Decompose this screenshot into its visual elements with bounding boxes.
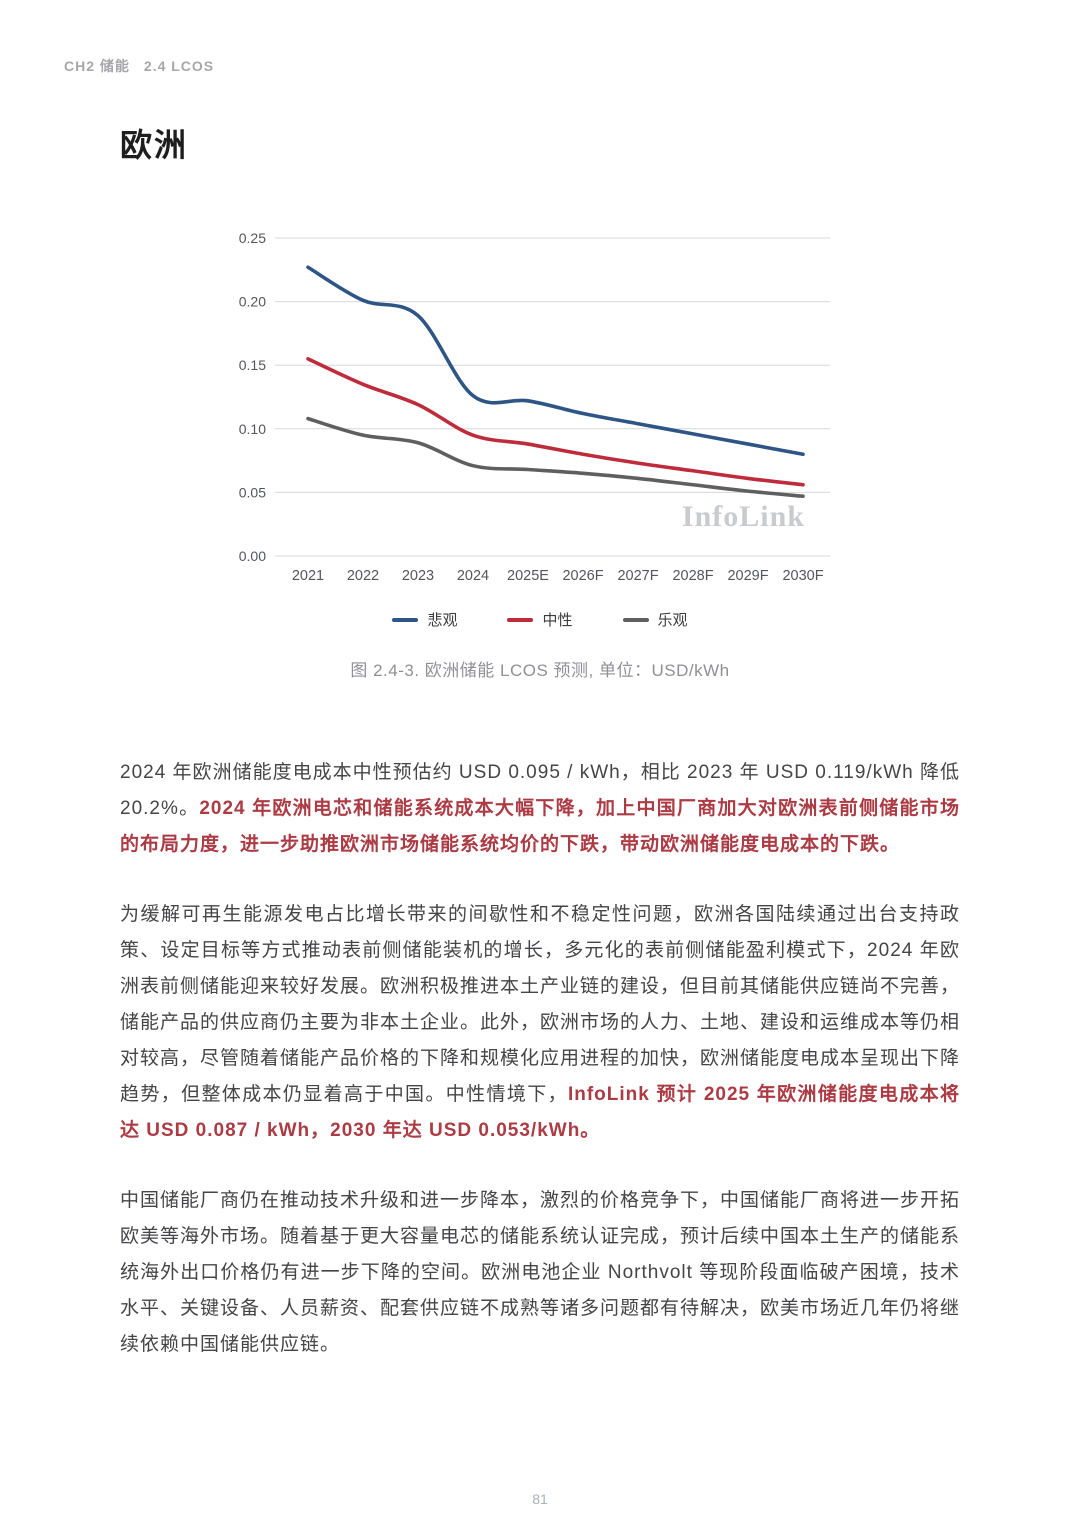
legend-swatch xyxy=(392,617,419,622)
legend-label: 乐观 xyxy=(657,612,688,629)
series-line-乐观 xyxy=(306,416,805,499)
page-number: 81 xyxy=(532,1491,548,1507)
x-tick-label: 2030F xyxy=(782,568,823,584)
lcos-figure: 0.25 0.20 0.15 0.10 0.05 0.00 2021 2022 2023 2024… xyxy=(230,226,850,681)
legend-swatch xyxy=(622,617,649,622)
y-tick-label: 0.05 xyxy=(239,484,266,500)
doc-header: CH2 储能 2.4 LCOS xyxy=(64,56,214,76)
y-tick-label: 0.20 xyxy=(239,294,266,310)
text-segment: 2024 年欧洲储能度电成本中性预估约 USD 0.095 / kWh，相比 2… xyxy=(120,762,960,819)
x-tick-label: 2023 xyxy=(402,568,434,584)
infolink-watermark: InfoLink xyxy=(682,500,805,533)
y-tick-label: 0.15 xyxy=(239,357,266,373)
x-tick-label: 2024 xyxy=(457,568,489,584)
section-label: 2.4 LCOS xyxy=(143,58,215,74)
x-tick-label: 2029F xyxy=(727,568,768,584)
chart-legend: 悲观 中性 乐观 xyxy=(230,609,850,630)
page-title: 欧洲 xyxy=(120,127,189,163)
chart-caption: 图 2.4-3. 欧洲储能 LCOS 预测, 单位：USD/kWh xyxy=(350,661,730,680)
x-tick-label: 2028F xyxy=(672,568,713,584)
legend-item-乐观: 乐观 xyxy=(622,609,688,630)
chapter-label: CH2 储能 xyxy=(64,58,130,74)
y-tick-label: 0.00 xyxy=(239,548,266,564)
x-tick-label: 2026F xyxy=(562,568,603,584)
text-segment: 中国储能厂商仍在推动技术升级和进一步降本，激烈的价格竞争下，中国储能厂商将进一步… xyxy=(120,1190,961,1355)
legend-label: 悲观 xyxy=(427,612,458,629)
paragraph: 中国储能厂商仍在推动技术升级和进一步降本，激烈的价格竞争下，中国储能厂商将进一步… xyxy=(120,1183,960,1363)
legend-item-中性: 中性 xyxy=(507,609,573,630)
x-tick-label: 2022 xyxy=(347,568,379,584)
legend-swatch xyxy=(507,617,534,622)
series-line-中性 xyxy=(306,357,805,487)
y-tick-label: 0.25 xyxy=(239,230,266,246)
body-paragraphs: 2024 年欧洲储能度电成本中性预估约 USD 0.095 / kWh，相比 2… xyxy=(120,755,960,1397)
legend-item-悲观: 悲观 xyxy=(392,609,457,630)
paragraph: 为缓解可再生能源发电占比增长带来的间歇性和不稳定性问题，欧洲各国陆续通过出台支持… xyxy=(120,897,960,1149)
legend-label: 中性 xyxy=(542,612,573,629)
emphasis-text-segment: 2024 年欧洲电芯和储能系统成本大幅下降，加上中国厂商加大对欧洲表前侧储能市场… xyxy=(120,798,960,855)
text-segment: 为缓解可再生能源发电占比增长带来的间歇性和不稳定性问题，欧洲各国陆续通过出台支持… xyxy=(120,904,961,1105)
x-tick-label: 2021 xyxy=(292,568,324,584)
y-tick-label: 0.10 xyxy=(239,421,266,437)
lcos-chart: 0.25 0.20 0.15 0.10 0.05 0.00 2021 2022 2023 2024… xyxy=(239,230,830,584)
series-line-悲观 xyxy=(306,265,805,457)
x-tick-label: 2025E xyxy=(507,568,549,584)
paragraph: 2024 年欧洲储能度电成本中性预估约 USD 0.095 / kWh，相比 2… xyxy=(120,755,960,863)
emphasis-text-segment: InfoLink 预计 2025 年欧洲储能度电成本将达 USD 0.087 /… xyxy=(120,1084,960,1141)
x-tick-label: 2027F xyxy=(617,568,658,584)
